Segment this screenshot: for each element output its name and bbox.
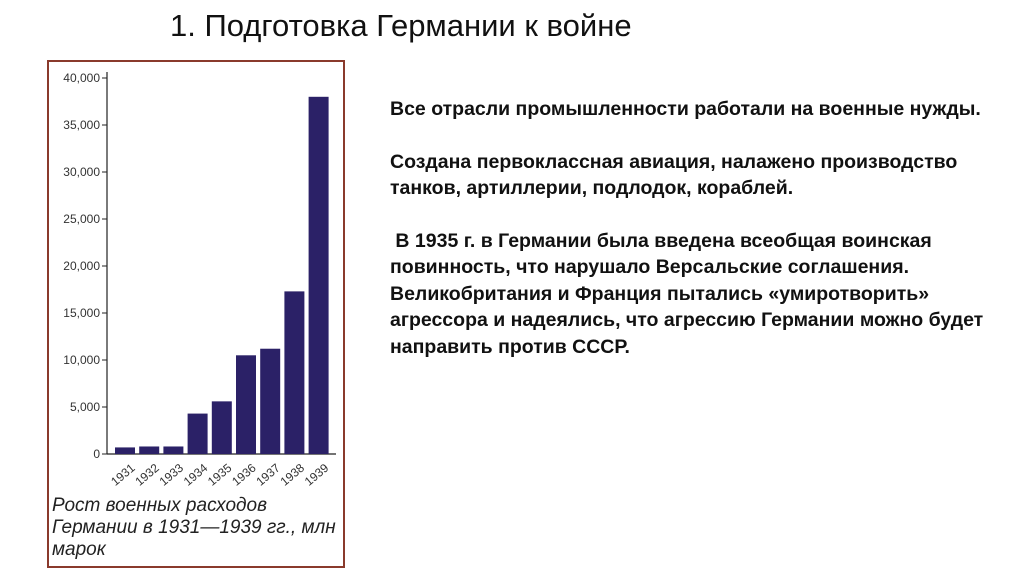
x-tick-label: 1939 <box>302 461 332 489</box>
x-tick-label: 1938 <box>278 461 308 489</box>
y-tick-label: 20,000 <box>63 259 100 273</box>
bar <box>284 291 305 454</box>
paragraph-aviation: Создана первоклассная авиация, налажено … <box>390 150 963 200</box>
y-tick-label: 0 <box>93 447 100 461</box>
y-tick-label: 25,000 <box>63 212 100 226</box>
bar <box>211 401 232 454</box>
y-tick-label: 10,000 <box>63 353 100 367</box>
bar <box>308 96 329 455</box>
x-tick-label: 1931 <box>108 461 138 489</box>
paragraph-industry: Все отрасли промышленности работали на в… <box>390 98 981 120</box>
bar <box>187 413 208 454</box>
y-tick-label: 40,000 <box>63 71 100 85</box>
body-text: Все отрасли промышленности работали на в… <box>390 96 1015 386</box>
x-tick-label: 1937 <box>253 461 283 489</box>
bar-chart: 0 5,000 10,000 15,000 20,000 25,000 30,000 35,0… <box>63 71 336 489</box>
bar <box>163 446 184 454</box>
bar <box>260 348 281 454</box>
bar <box>236 355 256 454</box>
x-tick-label: 1935 <box>205 461 235 489</box>
slide-title: 1. Подготовка Германии к войне <box>170 8 632 43</box>
x-tick-label: 1933 <box>157 461 187 489</box>
x-tick-label: 1932 <box>132 461 162 489</box>
bar <box>139 446 160 454</box>
x-tick-label: 1936 <box>229 461 259 489</box>
y-tick-label: 5,000 <box>70 400 100 414</box>
y-tick-label: 30,000 <box>63 165 100 179</box>
paragraph-conscription: В 1935 г. в Германии была введена всеобщ… <box>390 229 989 358</box>
chart-frame: 0 5,000 10,000 15,000 20,000 25,000 30,000 35,0… <box>47 60 345 568</box>
x-tick-label: 1934 <box>181 461 211 489</box>
chart-caption: Рост военных расходов Германии в 1931—19… <box>52 495 336 560</box>
bar <box>115 447 135 454</box>
y-tick-label: 15,000 <box>63 306 100 320</box>
y-tick-label: 35,000 <box>63 118 100 132</box>
